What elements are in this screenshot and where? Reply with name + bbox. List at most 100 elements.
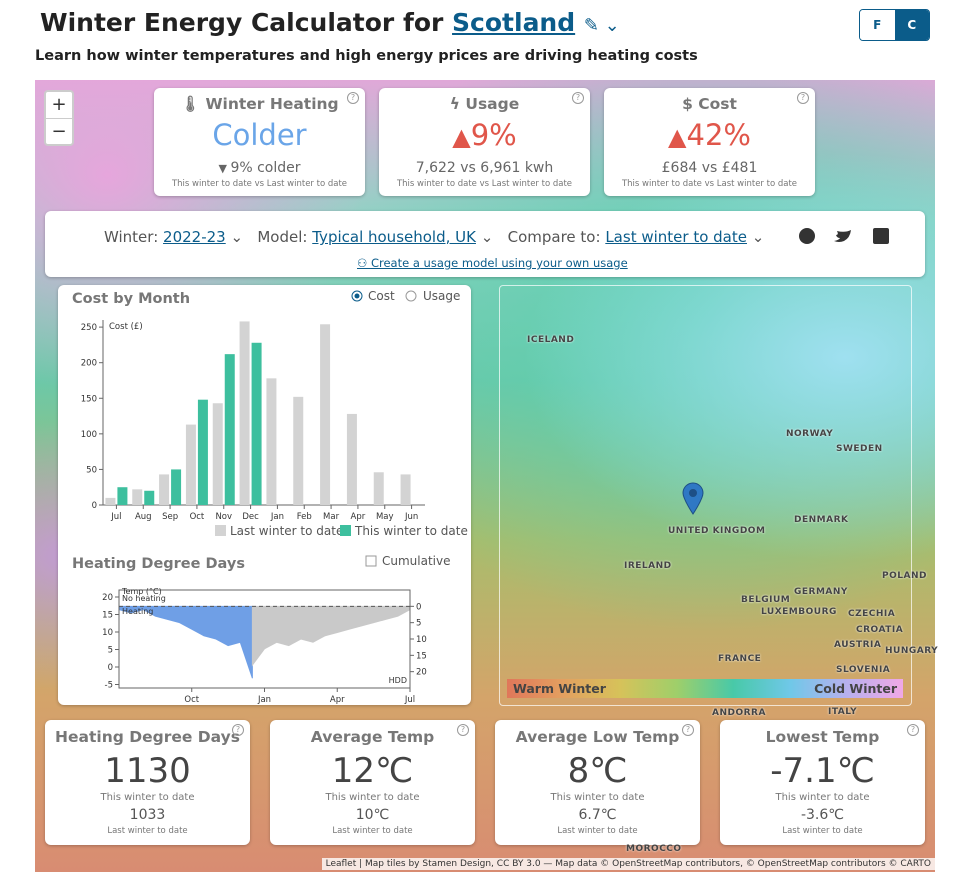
y-tick-label: 250 — [81, 323, 97, 333]
map-label: CZECHIA — [848, 609, 896, 619]
social-icons — [799, 228, 889, 244]
map-legend: Warm Winter Cold Winter — [507, 679, 903, 698]
bar[interactable] — [171, 469, 182, 505]
location-pin[interactable] — [681, 481, 705, 515]
zoom-in[interactable]: + — [46, 92, 72, 119]
map-attribution: Leaflet | Map tiles by Stamen Design, CC… — [321, 858, 935, 870]
stat-last-note: Last winter to date — [557, 826, 638, 836]
card-icon: 🌡 — [180, 95, 206, 113]
y-tick-label: 0 — [92, 501, 97, 511]
twitter-icon[interactable] — [834, 230, 851, 242]
y-axis-label: Cost (£) — [109, 322, 143, 332]
help-icon[interactable]: ? — [572, 92, 584, 104]
hdd-area — [118, 605, 253, 679]
bar[interactable] — [239, 321, 250, 505]
card-value: 9% — [470, 118, 517, 152]
y-tick-label: 0 — [108, 663, 113, 673]
card-title-row: 🌡 Winter Heating — [154, 95, 365, 113]
y2-tick-label: 0 — [416, 602, 421, 612]
stat-card: Average Temp? 12℃ This winter to date 10℃ La… — [270, 720, 475, 845]
facebook-icon[interactable] — [799, 228, 815, 244]
card-change-row: £684 vs £481 — [604, 160, 815, 176]
bar[interactable] — [132, 489, 143, 505]
unit-f[interactable]: F — [860, 10, 895, 40]
bar[interactable] — [185, 424, 196, 505]
radio-usage[interactable] — [405, 290, 417, 302]
y-axis-label: Temp (°C) — [121, 587, 162, 596]
card-change-row: 7,622 vs 6,961 kwh — [379, 160, 590, 176]
card-title: Winter Heating — [205, 95, 339, 113]
y-tick-label: 10 — [102, 628, 113, 638]
edit-icon[interactable]: ✎ ⌄ — [583, 15, 620, 36]
map-label: ANDORRA — [712, 708, 766, 718]
card-value: Colder — [212, 118, 307, 152]
stat-card: Heating Degree Days? 1130 This winter to d… — [45, 720, 250, 845]
card-value: 42% — [686, 118, 751, 152]
help-icon[interactable]: ? — [457, 724, 469, 736]
zoom-out[interactable]: − — [51, 121, 67, 142]
card-note: This winter to date vs Last winter to da… — [171, 179, 348, 189]
bar[interactable] — [197, 399, 208, 505]
summary-card: 🌡 Winter Heating? Colder ▼ 9% colder This w… — [154, 88, 365, 196]
map-frame — [499, 285, 912, 706]
bar[interactable] — [293, 396, 304, 505]
unit-toggle: F C — [859, 9, 930, 41]
stat-value: 8℃ — [567, 751, 628, 791]
unit-c[interactable]: C — [894, 10, 929, 40]
card-change: 7,622 vs 6,961 kwh — [415, 160, 554, 176]
bar[interactable] — [224, 354, 235, 505]
bar[interactable] — [346, 413, 357, 505]
model-select[interactable]: Typical household, UK — [312, 228, 476, 246]
stat-note: This winter to date — [775, 792, 870, 803]
stat-last: 10℃ — [355, 807, 390, 823]
radio-label: Cost — [368, 289, 395, 303]
x-tick-label: Sep — [162, 512, 178, 522]
summary-card: $ Cost? ▲42% £684 vs £481 This winter to da… — [604, 88, 815, 196]
winter-select[interactable]: 2022-23 — [163, 228, 226, 246]
stat-card: Lowest Temp? -7.1℃ This winter to date -3.6… — [720, 720, 925, 845]
card-note: This winter to date vs Last winter to da… — [396, 179, 573, 189]
help-icon[interactable]: ? — [232, 724, 244, 736]
chart-title: Cost by Month — [72, 291, 190, 307]
model-label: Model: — [257, 228, 308, 246]
y2-axis-label: HDD — [389, 676, 407, 685]
help-icon[interactable]: ? — [797, 92, 809, 104]
bar[interactable] — [251, 342, 262, 505]
x-tick-label: Oct — [190, 512, 205, 522]
bar[interactable] — [117, 487, 128, 505]
x-tick-label: Jul — [110, 512, 121, 522]
bar[interactable] — [373, 472, 384, 505]
stat-last-note: Last winter to date — [332, 826, 413, 836]
checkbox[interactable] — [365, 555, 377, 567]
annotation: No heating — [122, 594, 166, 603]
map-label: SLOVENIA — [836, 665, 891, 675]
bar[interactable] — [159, 474, 170, 505]
help-icon[interactable]: ? — [347, 92, 359, 104]
bar[interactable] — [144, 490, 155, 505]
stat-title: Average Temp — [310, 728, 435, 746]
bar[interactable] — [320, 324, 331, 505]
usage-model-link[interactable]: ⚇ Create a usage model using your own us… — [357, 256, 628, 270]
bar[interactable] — [266, 378, 277, 505]
compare-select[interactable]: Last winter to date — [605, 228, 747, 246]
legend-swatch — [340, 525, 351, 536]
linkedin-icon[interactable] — [873, 228, 889, 244]
usage-model-text[interactable]: Create a usage model using your own usag… — [370, 256, 628, 270]
card-value-row: ▲42% — [604, 118, 815, 152]
summary-card: ϟ Usage? ▲9% 7,622 vs 6,961 kwh This winter… — [379, 88, 590, 196]
help-icon[interactable]: ? — [907, 724, 919, 736]
checkbox-label: Cumulative — [382, 554, 451, 568]
legend-swatch — [215, 525, 226, 536]
bar[interactable] — [105, 497, 116, 505]
bar[interactable] — [400, 474, 411, 505]
map-label: IRELAND — [624, 561, 672, 571]
x-tick-label: Oct — [184, 695, 199, 705]
card-note: This winter to date vs Last winter to da… — [621, 179, 798, 189]
map-label: BELGIUM — [741, 595, 791, 605]
help-icon[interactable]: ? — [682, 724, 694, 736]
hdd-area — [251, 605, 411, 667]
bar[interactable] — [212, 403, 223, 505]
location-link[interactable]: Scotland — [452, 8, 576, 37]
y2-tick-label: 5 — [416, 619, 421, 629]
y-tick-label: 100 — [81, 430, 97, 440]
